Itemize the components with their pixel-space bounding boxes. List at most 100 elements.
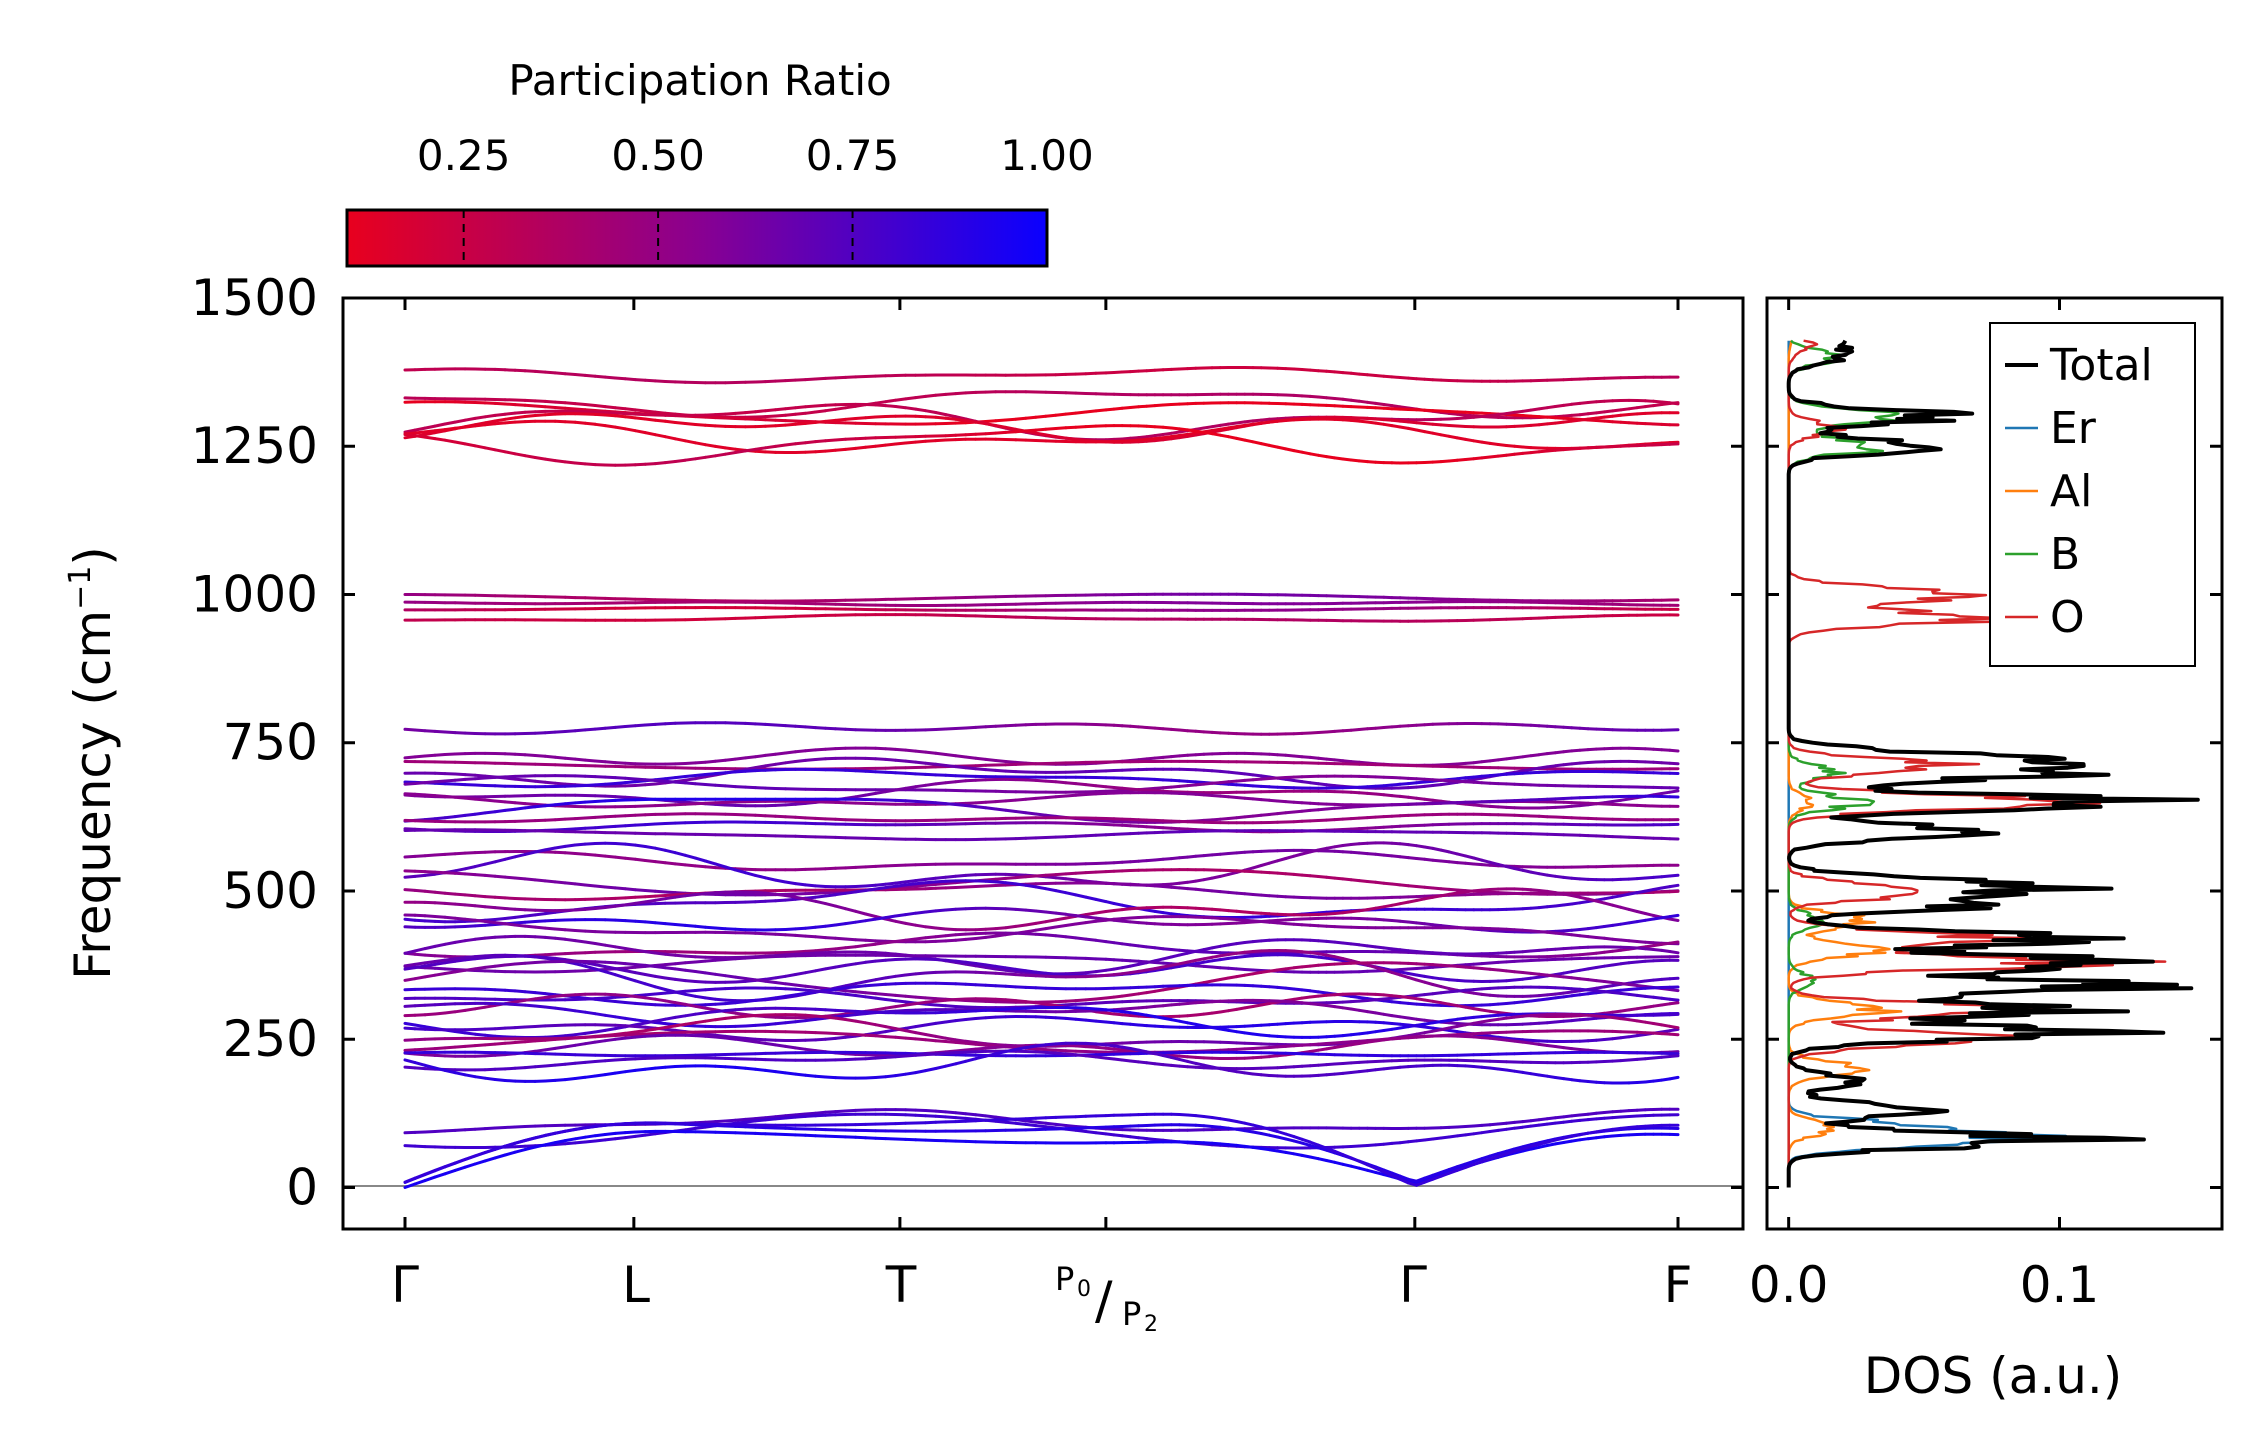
phonon-band [473,444,487,450]
phonon-band [703,759,717,764]
phonon-band [864,791,878,797]
phonon-band [453,867,467,873]
phonon-band [603,965,617,971]
phonon-band [804,420,817,425]
phonon-band [924,439,938,443]
phonon-band [653,894,667,898]
phonon-band [413,964,427,970]
phonon-band [763,976,777,981]
phonon-band [1004,769,1018,774]
phonon-band [483,860,497,866]
phonon-band [924,772,938,777]
phonon-band [854,943,868,949]
phonon-band [503,907,517,911]
colorbar-tick-label: 0.75 [806,131,900,180]
phonon-band [784,973,797,978]
colorbar-tick-label: 0.50 [611,131,705,180]
phonon-band [633,948,647,954]
phonon-band [543,818,557,822]
phonon-band [954,433,968,437]
phonon-band [1084,970,1098,975]
phonon-band [523,403,537,408]
phonon-band [824,965,837,971]
phonon-band [593,815,607,819]
phonon-band [864,912,878,918]
phonon-band [1044,925,1058,931]
phonon-band [924,876,938,881]
phonon-band [844,437,858,441]
phonon-band [794,971,807,976]
phonon-band [643,982,657,989]
phonon-band [623,947,637,952]
phonon-band [1034,932,1048,937]
phonon-band [453,916,467,921]
phonon-band [864,864,878,869]
phonon-band [974,800,988,805]
phonon-band [954,885,968,889]
phonon-band [643,822,657,827]
phonon-band [844,404,858,410]
phonon-band [784,894,797,899]
phonon-band [814,891,827,895]
phonon-band [663,435,677,441]
phonon-band [603,413,617,418]
phonon-band [643,889,657,893]
phonon-band [763,876,777,882]
phonon-band [473,811,487,816]
phonon-band [884,958,898,962]
phonon-band [1024,928,1038,934]
phonon-band [463,903,477,908]
phonon-band [1044,779,1058,784]
phonon-band [403,433,417,438]
phonon-band [924,750,938,755]
phonon-band [433,779,447,784]
phonon-band [984,806,998,811]
phonon-band [1024,932,1038,936]
phonon-band [653,860,667,865]
phonon-band [1054,780,1068,785]
phonon-band [914,971,928,976]
phonon-band [443,959,457,965]
phonon-band [1044,910,1058,915]
phonon-band [964,432,978,437]
phonon-band [543,730,557,735]
phonon-band [864,978,878,984]
phonon-band [533,369,547,374]
phonon-band [784,422,797,427]
phonon-band [1084,783,1098,788]
phonon-band [613,886,627,891]
phonon-band [433,942,447,948]
phonon-band [914,923,928,929]
phonon-band [763,722,777,727]
phonon-band [593,775,607,779]
phonon-band [1024,973,1038,978]
phonon-band [974,962,988,967]
phonon-band [703,996,717,1001]
phonon-band [613,918,627,923]
phonon-band [443,815,457,820]
colorbar: Participation Ratio 0.25 0.50 0.75 1.00 [345,56,1094,268]
phonon-band [834,891,847,897]
phonon-band [593,906,607,910]
phonon-band [944,933,958,938]
phonon-band [673,802,687,807]
phonon-band [924,409,938,414]
phonon-band [693,955,707,959]
phonon-band [844,375,858,379]
phonon-band [483,798,497,803]
phonon-band [713,802,727,807]
phonon-band [583,727,597,732]
phonon-band [683,893,697,898]
phonon-band [513,907,527,912]
phonon-band [784,933,797,937]
phonon-band [523,920,537,924]
phonon-band [623,795,637,800]
phonon-band [794,801,807,806]
phonon-band [643,898,657,904]
phonon-band [443,915,457,920]
phonon-band [1034,414,1048,419]
phonon-band [653,921,667,926]
phonon-band [663,890,677,895]
phonon-band [623,780,637,785]
phonon-band [413,426,427,432]
